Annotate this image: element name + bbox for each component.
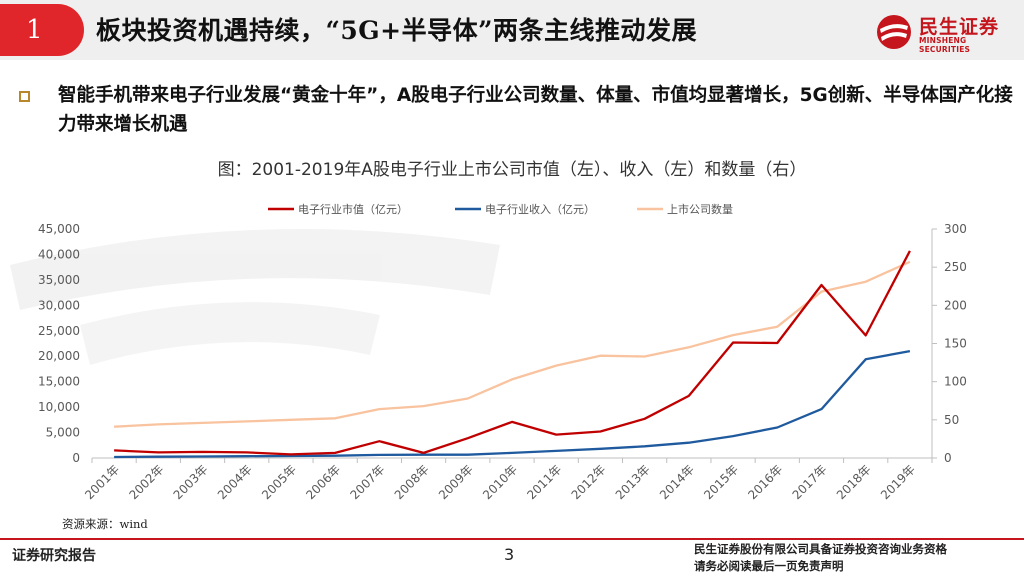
bullet-text: 智能手机带来电子行业发展“黄金十年”，A股电子行业公司数量、体量、市值均显著增长… bbox=[58, 85, 1013, 135]
left-tick-label: 0 bbox=[72, 451, 80, 465]
x-tick-label: 2013年 bbox=[613, 462, 653, 502]
chart-series bbox=[114, 250, 911, 459]
minsheng-logo-icon bbox=[877, 15, 911, 49]
right-tick-label: 50 bbox=[944, 413, 959, 427]
x-tick-label: 2004年 bbox=[215, 462, 255, 502]
company-logo: 民生证券 MINSHENG SECURITIES bbox=[874, 12, 1019, 54]
right-tick-label: 100 bbox=[944, 375, 967, 389]
right-tick-label: 150 bbox=[944, 337, 967, 351]
right-tick-label: 300 bbox=[944, 222, 967, 236]
left-tick-label: 25,000 bbox=[38, 324, 80, 338]
legend-label: 电子行业收入（亿元） bbox=[485, 202, 595, 216]
right-tick-label: 200 bbox=[944, 298, 967, 312]
section-number-tab: 1 bbox=[0, 4, 84, 56]
header-bar: 1 板块投资机遇持续，“5G+半导体”两条主线推动发展 民生证券 MINSHEN… bbox=[0, 0, 1024, 60]
x-tick-label: 2018年 bbox=[834, 462, 874, 502]
left-tick-label: 35,000 bbox=[38, 273, 80, 287]
logo-text-cn: 民生证券 bbox=[919, 16, 1000, 38]
x-tick-label: 2014年 bbox=[657, 462, 697, 502]
watermark-decoration bbox=[10, 229, 500, 365]
left-tick-label: 30,000 bbox=[38, 298, 80, 312]
x-tick-label: 2015年 bbox=[701, 462, 741, 502]
disclaimer-line-2: 请务必阅读最后一页免责声明 bbox=[694, 559, 844, 573]
left-tick-label: 40,000 bbox=[38, 247, 80, 261]
x-tick-label: 2011年 bbox=[524, 462, 564, 502]
page-number: 3 bbox=[504, 545, 515, 564]
footer-disclaimer: 民生证券股份有限公司具备证券投资咨询业务资格 请务必阅读最后一页免责声明 bbox=[694, 541, 947, 575]
series-line-2 bbox=[114, 260, 911, 428]
bullet-square-icon bbox=[19, 91, 30, 102]
x-tick-label: 2019年 bbox=[878, 462, 918, 502]
x-axis-labels: 2001年 2002年 2003年 2004年 2005年 2006年 2007年 2008年… bbox=[82, 462, 918, 502]
line-chart: 电子行业市值（亿元） 电子行业收入（亿元） 上市公司数量 0 5,000 10,000 1… bbox=[10, 202, 967, 502]
x-tick-label: 2010年 bbox=[480, 462, 520, 502]
right-tick-label: 0 bbox=[944, 451, 952, 465]
x-tick-label: 2002年 bbox=[126, 462, 166, 502]
x-tick-label: 2017年 bbox=[790, 462, 830, 502]
chart-axes: 0 5,000 10,000 15,000 20,000 25,000 30,000 35,0… bbox=[38, 222, 967, 465]
series-line-1 bbox=[114, 349, 911, 459]
disclaimer-line-1: 民生证券股份有限公司具备证券投资咨询业务资格 bbox=[694, 542, 947, 556]
x-tick-label: 2009年 bbox=[436, 462, 476, 502]
figure-title: 图：2001-2019年A股电子行业上市公司市值（左）、收入（左）和数量（右） bbox=[217, 160, 807, 180]
legend-label: 上市公司数量 bbox=[667, 202, 733, 216]
source-note: 资源来源：wind bbox=[62, 517, 148, 531]
left-tick-label: 45,000 bbox=[38, 222, 80, 236]
logo-text-en: MINSHENG SECURITIES bbox=[919, 36, 971, 54]
x-tick-label: 2001年 bbox=[82, 462, 122, 502]
left-tick-label: 10,000 bbox=[38, 400, 80, 414]
x-tick-label: 2012年 bbox=[569, 462, 609, 502]
left-tick-label: 5,000 bbox=[46, 426, 80, 440]
x-tick-label: 2008年 bbox=[392, 462, 432, 502]
left-tick-label: 20,000 bbox=[38, 349, 80, 363]
x-tick-label: 2005年 bbox=[259, 462, 299, 502]
left-tick-label: 15,000 bbox=[38, 375, 80, 389]
footer-divider bbox=[0, 538, 1024, 540]
x-tick-label: 2006年 bbox=[303, 462, 343, 502]
legend-label: 电子行业市值（亿元） bbox=[298, 202, 408, 216]
x-tick-label: 2007年 bbox=[348, 462, 388, 502]
chart-legend: 电子行业市值（亿元） 电子行业收入（亿元） 上市公司数量 bbox=[268, 202, 733, 216]
series-line-0 bbox=[114, 250, 911, 456]
x-tick-label: 2016年 bbox=[745, 462, 785, 502]
page-title: 板块投资机遇持续，“5G+半导体”两条主线推动发展 bbox=[96, 16, 697, 45]
footer-report-label: 证券研究报告 bbox=[12, 548, 96, 564]
right-tick-label: 250 bbox=[944, 260, 967, 274]
x-tick-label: 2003年 bbox=[171, 462, 211, 502]
